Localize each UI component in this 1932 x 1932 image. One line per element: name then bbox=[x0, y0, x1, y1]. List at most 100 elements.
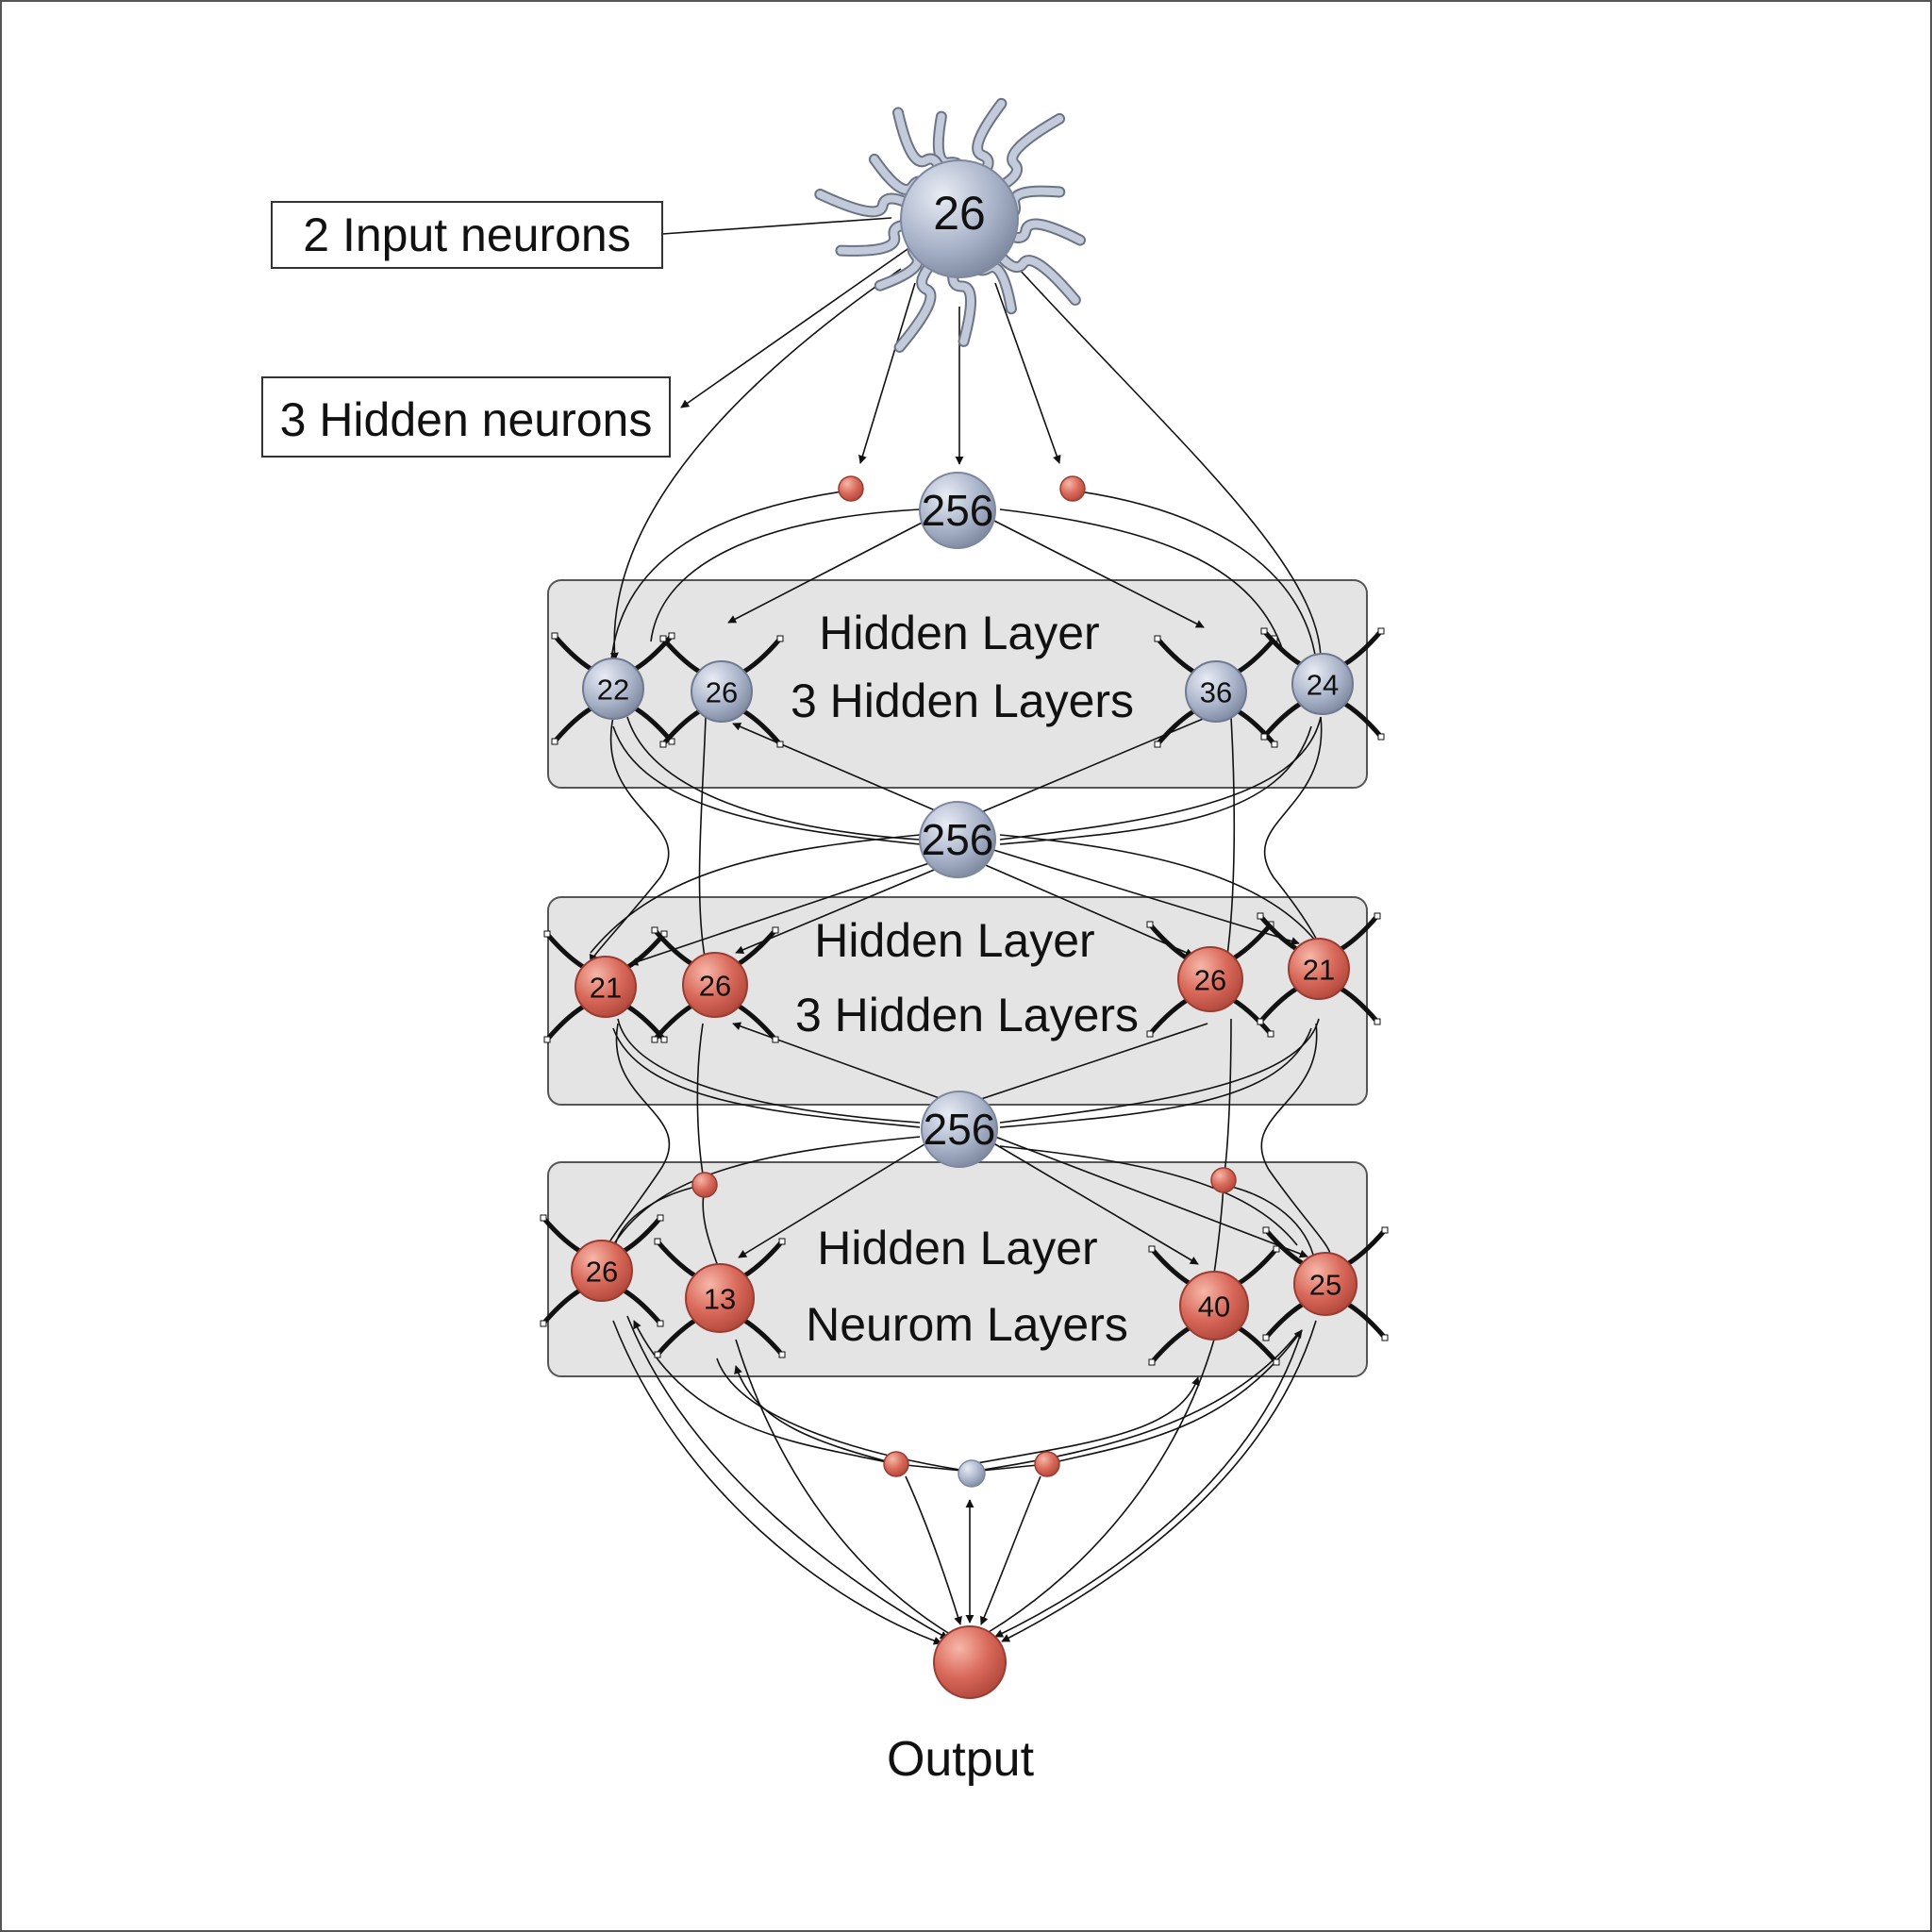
node-label: 26 bbox=[1194, 964, 1226, 997]
leg-tip bbox=[1377, 733, 1385, 741]
layer-2-node bbox=[1177, 946, 1243, 1012]
edge bbox=[994, 282, 1061, 464]
leg-tip bbox=[654, 1238, 661, 1245]
leg-tip bbox=[551, 738, 558, 745]
leg-tip bbox=[1146, 1030, 1154, 1038]
leg-tip bbox=[1374, 912, 1381, 920]
input-neurons-callout: 2 Input neurons bbox=[271, 201, 663, 269]
leg-tip bbox=[1154, 635, 1161, 642]
input-callout-box bbox=[271, 201, 663, 269]
edge bbox=[971, 1331, 1300, 1473]
leg-tip bbox=[668, 738, 675, 745]
hidden-callout-box bbox=[261, 376, 671, 458]
layer-2-node bbox=[1288, 938, 1350, 1000]
layer-2-subtitle: 3 Hidden Layers bbox=[795, 989, 1139, 1041]
edge bbox=[971, 1376, 1200, 1465]
edge bbox=[980, 862, 1194, 957]
leg-tip bbox=[1262, 1334, 1270, 1341]
node-label: 26 bbox=[699, 970, 731, 1003]
leg-tip bbox=[1271, 741, 1278, 748]
layer-1-node bbox=[1291, 653, 1354, 715]
leg-tip bbox=[1267, 1030, 1274, 1038]
output-group: Output bbox=[887, 1625, 1035, 1787]
layer-3-node bbox=[1293, 1252, 1357, 1316]
node-label: 25 bbox=[1309, 1269, 1341, 1302]
leg-tip bbox=[659, 635, 667, 642]
edge bbox=[999, 716, 1322, 841]
edge bbox=[633, 1320, 897, 1465]
edge bbox=[614, 1184, 706, 1246]
leg-tip bbox=[1146, 921, 1154, 928]
hub-node bbox=[919, 472, 996, 549]
hub-label: 256 bbox=[924, 1105, 996, 1154]
layer-1-node bbox=[1185, 660, 1247, 723]
leg-tip bbox=[776, 741, 784, 748]
edge bbox=[990, 1141, 1199, 1265]
leg-tip bbox=[551, 632, 558, 640]
layer-nodes: 22 26 36 24 21 26 26 21 26 13 40 25 bbox=[540, 627, 1389, 1366]
input-neuron-label: 26 bbox=[933, 187, 986, 240]
leg-tip bbox=[668, 632, 675, 640]
leg-tip bbox=[1273, 1245, 1280, 1253]
output-node bbox=[933, 1625, 1007, 1699]
node-label: 22 bbox=[597, 674, 629, 707]
layer-3-node bbox=[685, 1263, 755, 1333]
connector-dot bbox=[691, 1172, 718, 1198]
leg-tip bbox=[660, 1036, 668, 1043]
leg-tip bbox=[1257, 912, 1264, 920]
edge bbox=[590, 834, 921, 954]
edge bbox=[990, 518, 1205, 628]
edge bbox=[994, 1136, 1308, 1258]
edge bbox=[1018, 268, 1322, 661]
node-label: 26 bbox=[586, 1256, 618, 1289]
leg-tip bbox=[1260, 733, 1268, 741]
edge bbox=[858, 282, 916, 464]
leg-tip bbox=[1260, 627, 1268, 635]
layer-1-node bbox=[691, 660, 753, 723]
edge bbox=[612, 1136, 921, 1246]
edge bbox=[1213, 1184, 1224, 1274]
edge bbox=[1225, 716, 1236, 963]
input-neuron: 26 bbox=[814, 97, 1087, 353]
hub-nodes: 256 256 256 bbox=[919, 472, 998, 1168]
edge bbox=[626, 716, 921, 841]
leg-tip bbox=[1374, 1018, 1381, 1025]
leg-tip bbox=[1377, 627, 1385, 635]
edge bbox=[994, 1329, 1303, 1638]
leg-tip bbox=[543, 930, 551, 938]
edge bbox=[629, 862, 930, 966]
edge bbox=[650, 508, 921, 642]
leg-tip bbox=[1381, 1334, 1389, 1341]
node-label: 21 bbox=[1303, 954, 1335, 987]
edge bbox=[696, 1023, 706, 1186]
edge bbox=[603, 1023, 671, 1256]
leg-tip bbox=[1262, 1226, 1270, 1234]
leg-tip bbox=[660, 930, 668, 938]
edge bbox=[716, 1357, 973, 1473]
edge bbox=[999, 508, 1284, 652]
connector-dot bbox=[1059, 475, 1086, 502]
edge bbox=[905, 1475, 962, 1625]
connector-dot bbox=[1034, 1451, 1060, 1477]
hidden-neurons-callout: 3 Hidden neurons bbox=[261, 376, 671, 458]
edge bbox=[727, 518, 930, 624]
edge bbox=[698, 716, 707, 963]
leg-tip bbox=[1273, 1358, 1280, 1366]
leg-tip bbox=[776, 635, 784, 642]
junction-dot bbox=[958, 1459, 986, 1488]
edge bbox=[612, 1027, 921, 1128]
leg-tip bbox=[1381, 1226, 1389, 1234]
edge bbox=[999, 725, 1312, 845]
node-label: 26 bbox=[706, 676, 738, 709]
hidden-callout-text: 3 Hidden neurons bbox=[280, 393, 653, 446]
leg-tip bbox=[772, 926, 779, 934]
edge bbox=[610, 490, 850, 661]
edge bbox=[612, 725, 921, 845]
edge bbox=[1260, 1023, 1331, 1256]
leg-tip bbox=[1154, 741, 1161, 748]
hidden-callout-pointer bbox=[680, 246, 911, 408]
connector-dots bbox=[691, 475, 1237, 1488]
connector-dot bbox=[883, 1451, 909, 1477]
hub-node bbox=[919, 801, 996, 878]
